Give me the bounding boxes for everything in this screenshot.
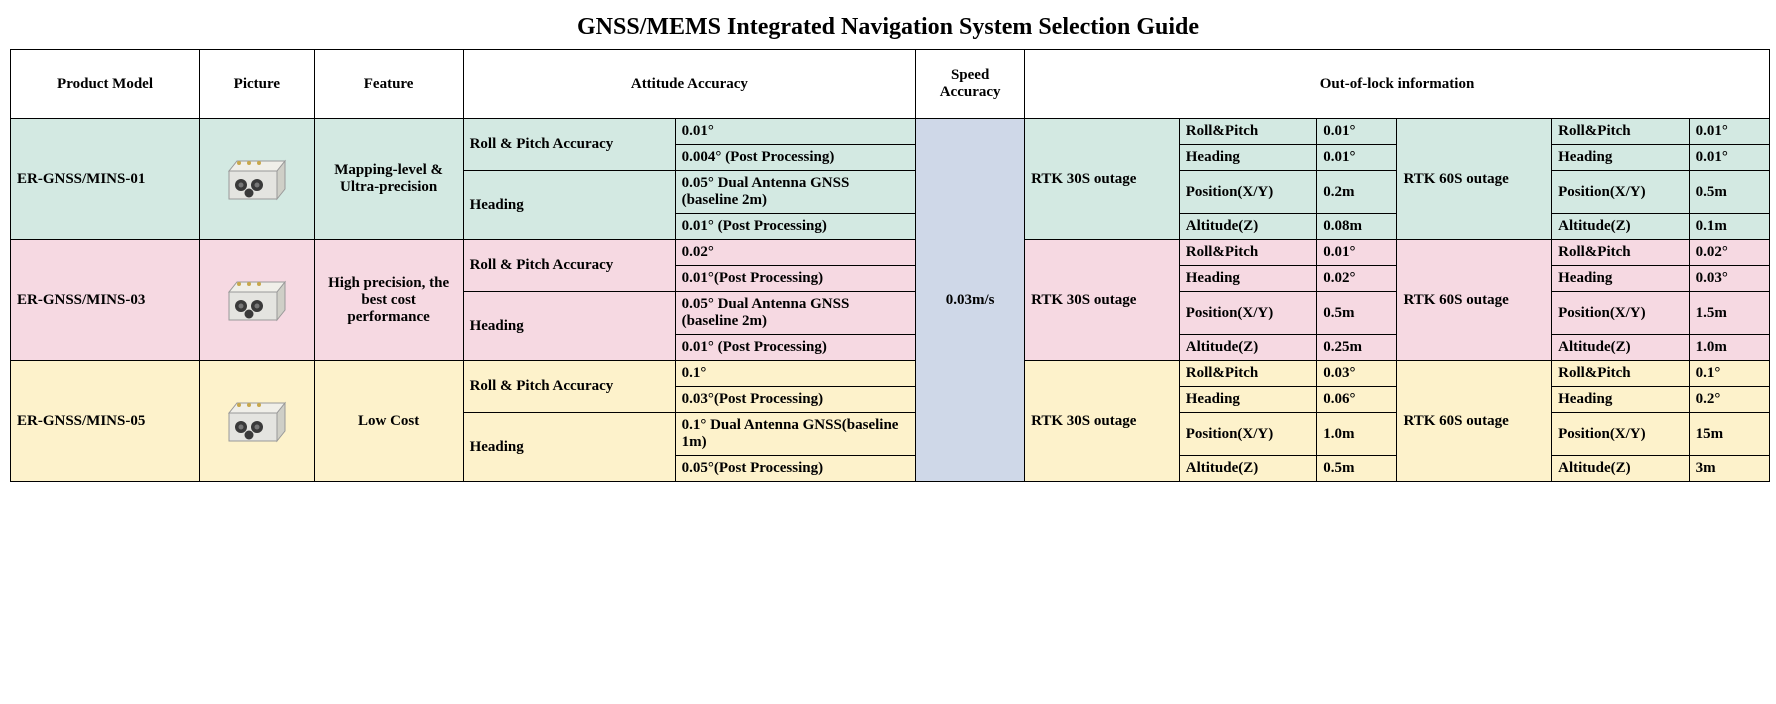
rtk60-param: Position(X/Y) [1552,292,1690,335]
rtk60-value: 0.01° [1689,145,1769,171]
attitude-value: 0.05° Dual Antenna GNSS (baseline 2m) [675,292,916,335]
rtk60-param: Position(X/Y) [1552,413,1690,456]
table-row: ER-GNSS/MINS-01 Mapping-level & Ultra-pr… [11,119,1770,145]
rtk60-value: 1.0m [1689,335,1769,361]
feature-cell: Mapping-level & Ultra-precision [314,119,463,240]
rtk30-value: 0.03° [1317,361,1397,387]
header-feature: Feature [314,50,463,119]
rtk60-param: Roll&Pitch [1552,240,1690,266]
rtk60-label: RTK 60S outage [1397,119,1552,240]
rtk30-label: RTK 30S outage [1025,119,1180,240]
selection-guide-table: Product Model Picture Feature Attitude A… [10,49,1770,482]
attitude-rollpitch-label: Roll & Pitch Accuracy [463,119,675,171]
rtk60-value: 0.01° [1689,119,1769,145]
rtk60-value: 15m [1689,413,1769,456]
feature-cell: Low Cost [314,361,463,482]
rtk30-value: 0.02° [1317,266,1397,292]
header-outoflock: Out-of-lock information [1025,50,1770,119]
rtk60-value: 0.1m [1689,214,1769,240]
table-row: ER-GNSS/MINS-03 High precision, the best… [11,240,1770,266]
rtk60-value: 1.5m [1689,292,1769,335]
header-picture: Picture [200,50,315,119]
rtk30-param: Roll&Pitch [1179,240,1317,266]
rtk30-param: Heading [1179,387,1317,413]
device-icon [215,270,299,330]
picture-cell [200,240,315,361]
rtk30-value: 0.01° [1317,145,1397,171]
rtk30-value: 0.08m [1317,214,1397,240]
rtk30-param: Altitude(Z) [1179,214,1317,240]
rtk60-value: 3m [1689,456,1769,482]
rtk60-value: 0.03° [1689,266,1769,292]
rtk30-label: RTK 30S outage [1025,361,1180,482]
rtk60-param: Heading [1552,145,1690,171]
picture-cell [200,119,315,240]
attitude-value: 0.1° Dual Antenna GNSS(baseline 1m) [675,413,916,456]
attitude-heading-label: Heading [463,413,675,482]
rtk30-value: 0.01° [1317,119,1397,145]
rtk30-param: Heading [1179,266,1317,292]
rtk60-param: Position(X/Y) [1552,171,1690,214]
rtk60-label: RTK 60S outage [1397,361,1552,482]
device-icon [215,391,299,451]
attitude-value: 0.05°(Post Processing) [675,456,916,482]
header-row: Product Model Picture Feature Attitude A… [11,50,1770,119]
rtk30-value: 0.25m [1317,335,1397,361]
rtk60-param: Heading [1552,266,1690,292]
rtk60-param: Altitude(Z) [1552,214,1690,240]
rtk60-value: 0.5m [1689,171,1769,214]
rtk60-value: 0.02° [1689,240,1769,266]
rtk60-value: 0.2° [1689,387,1769,413]
rtk60-param: Altitude(Z) [1552,335,1690,361]
page-title: GNSS/MEMS Integrated Navigation System S… [10,14,1766,41]
rtk30-value: 1.0m [1317,413,1397,456]
table-row: ER-GNSS/MINS-05 Low CostRoll & Pitch Acc… [11,361,1770,387]
header-speed: Speed Accuracy [916,50,1025,119]
attitude-value: 0.03°(Post Processing) [675,387,916,413]
attitude-value: 0.004° (Post Processing) [675,145,916,171]
attitude-value: 0.01° (Post Processing) [675,335,916,361]
picture-cell [200,361,315,482]
rtk60-value: 0.1° [1689,361,1769,387]
rtk30-param: Roll&Pitch [1179,361,1317,387]
rtk30-param: Altitude(Z) [1179,456,1317,482]
rtk60-param: Altitude(Z) [1552,456,1690,482]
model-cell: ER-GNSS/MINS-03 [11,240,200,361]
attitude-rollpitch-label: Roll & Pitch Accuracy [463,361,675,413]
attitude-value: 0.02° [675,240,916,266]
rtk60-param: Roll&Pitch [1552,119,1690,145]
attitude-value: 0.1° [675,361,916,387]
attitude-rollpitch-label: Roll & Pitch Accuracy [463,240,675,292]
rtk30-value: 0.2m [1317,171,1397,214]
header-attitude: Attitude Accuracy [463,50,916,119]
attitude-value: 0.01° [675,119,916,145]
rtk30-param: Roll&Pitch [1179,119,1317,145]
attitude-value: 0.01° (Post Processing) [675,214,916,240]
rtk30-param: Position(X/Y) [1179,171,1317,214]
rtk30-value: 0.5m [1317,292,1397,335]
attitude-heading-label: Heading [463,292,675,361]
attitude-value: 0.01°(Post Processing) [675,266,916,292]
model-cell: ER-GNSS/MINS-01 [11,119,200,240]
rtk30-param: Altitude(Z) [1179,335,1317,361]
rtk30-value: 0.5m [1317,456,1397,482]
attitude-heading-label: Heading [463,171,675,240]
rtk30-value: 0.06° [1317,387,1397,413]
header-model: Product Model [11,50,200,119]
rtk30-value: 0.01° [1317,240,1397,266]
feature-cell: High precision, the best cost performanc… [314,240,463,361]
rtk30-param: Position(X/Y) [1179,292,1317,335]
speed-accuracy-cell: 0.03m/s [916,119,1025,482]
rtk30-label: RTK 30S outage [1025,240,1180,361]
model-cell: ER-GNSS/MINS-05 [11,361,200,482]
rtk60-param: Heading [1552,387,1690,413]
rtk60-param: Roll&Pitch [1552,361,1690,387]
rtk30-param: Heading [1179,145,1317,171]
rtk60-label: RTK 60S outage [1397,240,1552,361]
attitude-value: 0.05° Dual Antenna GNSS (baseline 2m) [675,171,916,214]
rtk30-param: Position(X/Y) [1179,413,1317,456]
device-icon [215,149,299,209]
